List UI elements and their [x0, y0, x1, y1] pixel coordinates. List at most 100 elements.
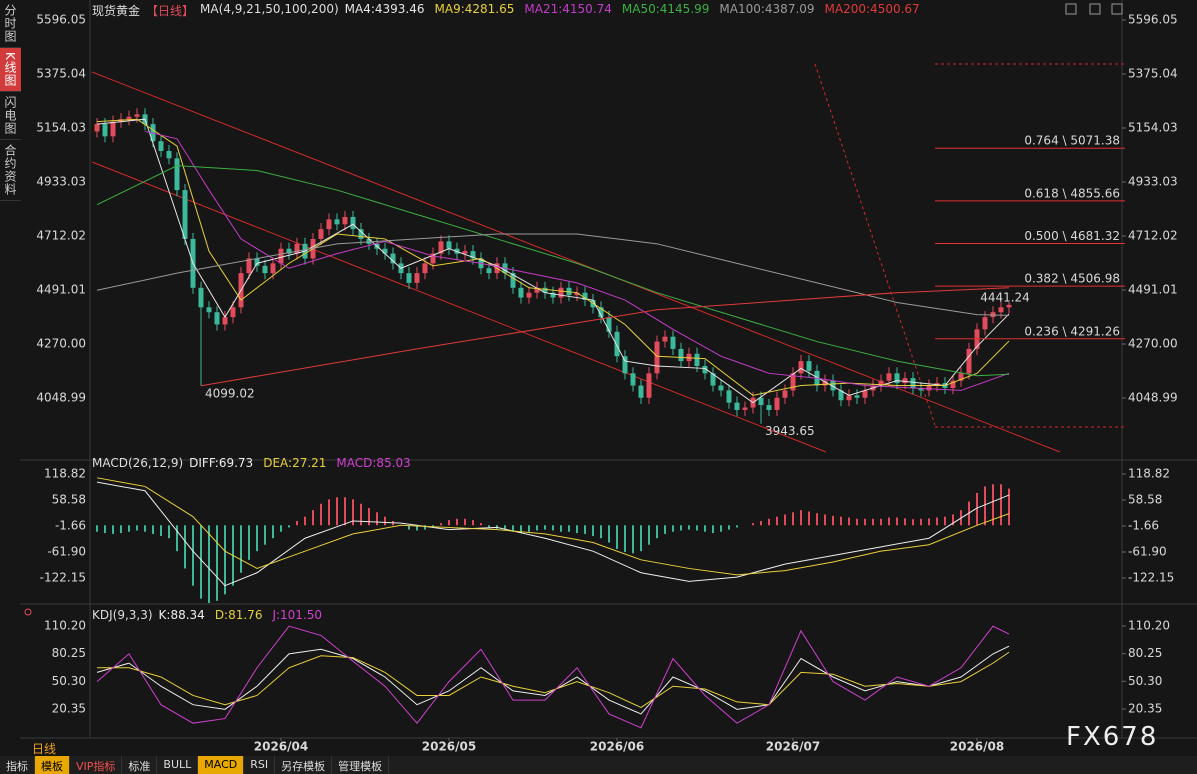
macd-bar [408, 525, 410, 530]
candle-body [694, 353, 700, 366]
macd-bar [288, 525, 290, 528]
candle-body [638, 385, 644, 398]
y-tick-label: -61.90 [1128, 544, 1167, 558]
candle-body [150, 124, 156, 142]
ma-params: MA(4,9,21,50,100,200) [200, 2, 339, 16]
candle-body [334, 219, 340, 225]
sidebar-tab[interactable]: K线图 [0, 48, 21, 92]
y-tick-label: 5596.05 [1128, 13, 1178, 27]
candle-body [422, 263, 428, 274]
candle-body [902, 378, 908, 384]
sidebar: 分时图 K线图 闪电图 合约资料 [0, 0, 21, 201]
candle-body [270, 263, 276, 274]
sidebar-tab[interactable]: 分时图 [0, 0, 21, 48]
y-tick-label: 4491.01 [1128, 282, 1178, 296]
candle-body [758, 397, 764, 406]
x-tick-label: 2026/05 [422, 740, 476, 754]
toolbar-button[interactable]: 标准 [122, 756, 158, 774]
macd-bar [704, 525, 706, 532]
y-tick-label: -1.66 [1128, 518, 1159, 532]
toolbar-icons[interactable] [1065, 3, 1123, 15]
y-tick-label: 4933.03 [1128, 174, 1178, 188]
toolbar-button[interactable]: 另存模板 [275, 756, 333, 774]
macd-bar [536, 525, 538, 531]
macd-bar [688, 525, 690, 530]
candle-body [414, 273, 420, 283]
separators [20, 0, 1197, 739]
candle-body [886, 373, 892, 381]
candle-body [198, 287, 204, 308]
macd-bar [584, 525, 586, 534]
macd-bar [320, 503, 322, 526]
macd-bar [416, 525, 418, 531]
y-tick-label: -122.15 [40, 571, 86, 585]
macd-bar [800, 510, 802, 526]
candle-body [470, 251, 476, 259]
macd-bar [368, 508, 370, 526]
line [97, 651, 1010, 709]
toolbar-button[interactable]: 模板 [35, 756, 70, 774]
macd-bar [384, 516, 386, 526]
macd-bar [336, 497, 338, 526]
legend-entry: K:88.34 [158, 608, 205, 622]
candle-body [926, 385, 932, 391]
toolbar-button[interactable]: VIP指标 [70, 756, 123, 774]
candle-body [326, 219, 332, 230]
annotation: 4099.02 [205, 386, 255, 400]
macd-bar [224, 525, 226, 595]
line [96, 481, 1010, 587]
candle-body [262, 265, 268, 274]
candle-body [734, 402, 740, 410]
macd-bar [664, 525, 666, 534]
y-tick-label: 4712.02 [1128, 228, 1178, 242]
toolbar-button[interactable]: 指标 [0, 756, 35, 774]
toolbar-button[interactable]: MACD [198, 756, 245, 774]
y-tick-label: 4933.03 [36, 174, 86, 188]
period: 【日线】 [146, 4, 195, 18]
sidebar-tab[interactable]: 合约资料 [0, 140, 21, 201]
candle-body [254, 258, 260, 266]
macd-bar [272, 525, 274, 539]
macd-bar [768, 518, 770, 526]
sidebar-tab[interactable]: 闪电图 [0, 92, 21, 140]
macd-bar [696, 525, 698, 531]
macd-bar [912, 519, 914, 526]
pane-icon[interactable] [24, 608, 32, 616]
y-tick-label: -1.66 [55, 518, 86, 532]
macd-bar [608, 525, 610, 543]
candle-body [878, 380, 884, 386]
kdj-title: KDJ(9,3,3) [92, 608, 153, 622]
period-label: 日线 [32, 742, 57, 756]
y-tick-label: 4048.99 [1128, 391, 1178, 405]
candle-body [846, 395, 852, 401]
candle-body [358, 229, 364, 239]
candle-body [798, 361, 804, 374]
toolbar-button[interactable]: RSI [244, 756, 276, 774]
candle-body [126, 116, 132, 120]
candle-body [838, 390, 844, 401]
macd-bar [240, 525, 242, 573]
macd-bar [856, 518, 858, 526]
macd-bar [152, 525, 154, 534]
toolbar-button[interactable]: BULL [157, 756, 199, 774]
candle-body [702, 365, 708, 374]
macd-bar [424, 525, 426, 530]
legend-entry: MA200:4500.67 [824, 2, 920, 16]
legend-entry: MA4:4393.46 [344, 2, 425, 16]
fib-label: 0.500 \ 4681.32 [1024, 229, 1120, 243]
candle-body [110, 121, 116, 137]
y-tick-label: 110.20 [44, 619, 86, 633]
macd-bar [896, 517, 898, 526]
y-tick-label: 4491.01 [36, 282, 86, 296]
toolbar-button[interactable]: 管理模板 [332, 756, 390, 774]
y-tick-label: 110.20 [1128, 619, 1170, 633]
macd-bar [672, 525, 674, 532]
macd-bar [864, 518, 866, 526]
legend-entry: MACD:85.03 [336, 456, 411, 470]
macd-bar [776, 516, 778, 526]
legend-entry: MA9:4281.65 [434, 2, 515, 16]
macd-bar [904, 518, 906, 526]
macd-bar [280, 525, 282, 532]
legend-entry: J:101.50 [272, 608, 323, 622]
y-tick-label: 5154.03 [36, 121, 86, 135]
